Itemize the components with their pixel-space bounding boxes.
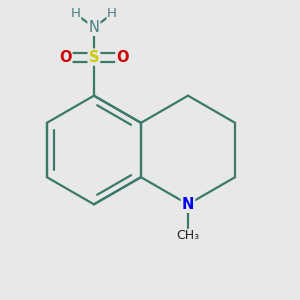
Text: O: O	[116, 50, 129, 64]
Text: N: N	[88, 20, 99, 35]
Text: CH₃: CH₃	[176, 230, 200, 242]
Text: N: N	[182, 197, 194, 212]
Text: H: H	[107, 8, 117, 20]
Text: H: H	[71, 8, 81, 20]
Text: S: S	[89, 50, 99, 64]
Text: O: O	[59, 50, 71, 64]
